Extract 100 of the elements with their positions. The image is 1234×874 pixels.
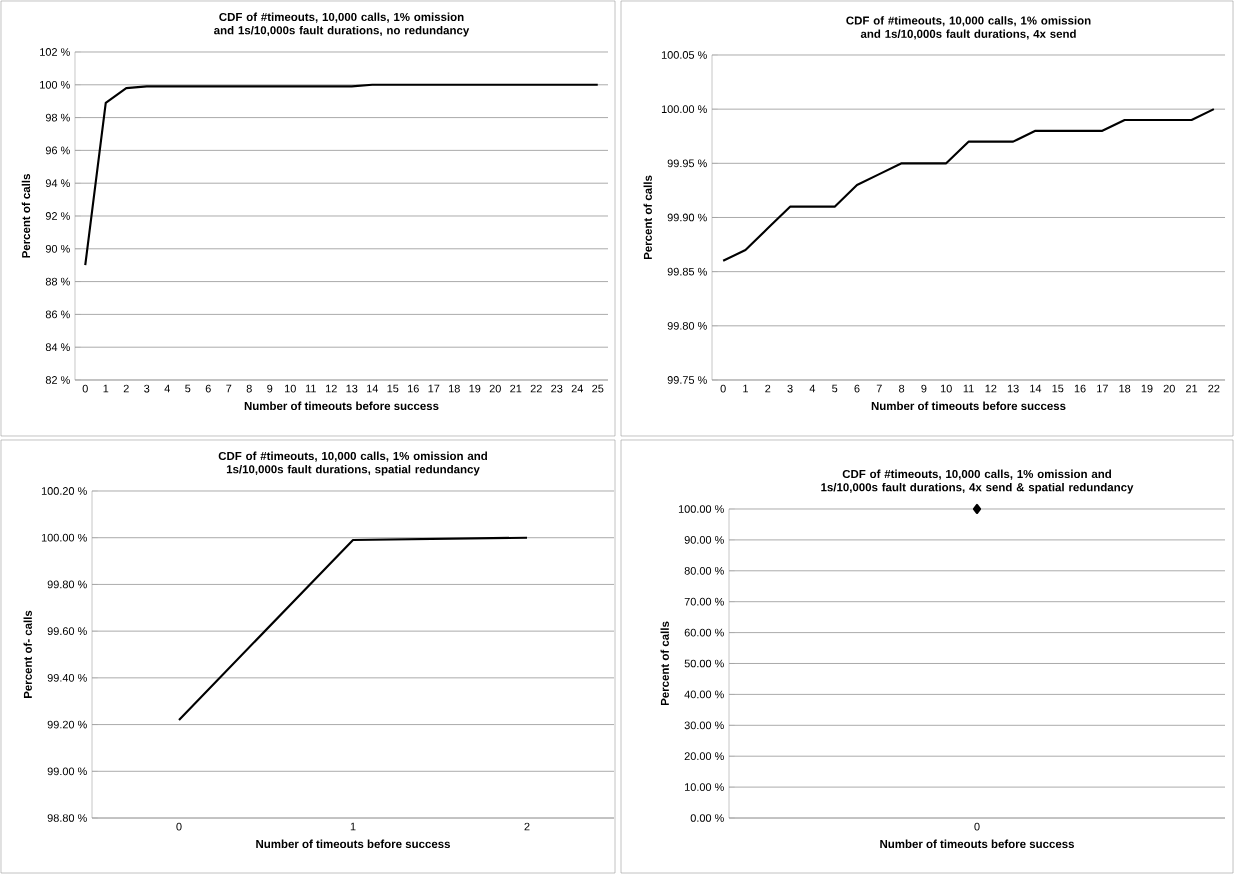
y-tick-label: 50.00 %	[684, 659, 724, 668]
x-tick-label: 22	[1208, 384, 1220, 393]
x-tick-label: 16	[408, 384, 419, 393]
x-axis-title: Number of timeouts before success	[256, 839, 450, 849]
x-tick-label: 10	[285, 384, 296, 393]
y-tick-label: 99.60 %	[47, 627, 87, 636]
x-tick-label: 2	[765, 384, 771, 393]
x-tick-label: 2	[123, 384, 129, 393]
x-tick-label: 6	[205, 384, 211, 393]
x-axis-title: Number of timeouts before success	[244, 401, 439, 411]
y-tick-label: 99.75 %	[667, 376, 707, 384]
y-tick-label: 10.00 %	[685, 783, 724, 791]
y-tick-label: 90 %	[45, 244, 70, 253]
y-tick-label: 99.85 %	[667, 267, 707, 276]
x-tick-label: 6	[854, 384, 860, 393]
x-tick-label: 19	[1141, 384, 1153, 393]
y-tick-label: 86 %	[45, 310, 70, 319]
x-tick-label: 2	[524, 822, 530, 831]
x-tick-label: 3	[787, 384, 793, 393]
x-tick-label: 22	[530, 384, 542, 393]
x-tick-label: 20	[1163, 384, 1175, 393]
x-tick-label: 8	[246, 384, 252, 393]
x-tick-label: 25	[592, 384, 604, 393]
x-tick-label: 0	[82, 384, 88, 393]
y-tick-label: 90.00 %	[684, 536, 724, 544]
x-tick-label: 10	[940, 384, 952, 393]
x-tick-label: 12	[985, 384, 997, 393]
y-tick-label: 99.00 %	[47, 767, 87, 776]
y-tick-label: 99.40 %	[47, 673, 87, 682]
y-tick-label: 99.80 %	[47, 580, 87, 589]
y-tick-label: 98.80 %	[47, 814, 87, 822]
x-tick-label: 8	[899, 384, 905, 393]
x-tick-label: 0	[720, 384, 726, 393]
chart-title: CDF of #timeouts, 10,000 calls, 1% omission and 1s/10,000s fault durations, 4x send & spatial redundancy	[821, 469, 1134, 494]
x-tick-label: 12	[326, 384, 337, 393]
x-tick-label: 1	[743, 384, 748, 393]
x-tick-label: 13	[1007, 384, 1019, 393]
x-tick-label: 23	[551, 384, 563, 393]
chart-title: CDF of #timeouts, 10,000 calls, 1% omission and 1s/10,000s fault durations, 4x send	[846, 16, 1091, 40]
y-tick-label: 100.00 %	[41, 533, 87, 542]
y-tick-label: 0.00 %	[690, 814, 724, 822]
x-tick-label: 16	[1074, 384, 1086, 393]
x-tick-label: 20	[489, 384, 501, 393]
x-tick-label: 14	[367, 384, 379, 393]
x-tick-label: 19	[469, 384, 481, 393]
y-tick-label: 99.80 %	[667, 321, 707, 330]
x-tick-label: 24	[571, 384, 584, 393]
y-tick-label: 100 %	[40, 80, 70, 89]
x-tick-label: 3	[144, 384, 150, 393]
y-tick-label: 40.00 %	[684, 690, 724, 699]
x-tick-label: 7	[226, 384, 232, 393]
x-axis-title: Number of timeouts before success	[871, 401, 1066, 411]
x-tick-label: 15	[1052, 384, 1064, 393]
x-tick-label: 0	[974, 822, 980, 831]
x-tick-label: 14	[1030, 384, 1042, 393]
y-tick-label: 102 %	[40, 48, 70, 56]
y-tick-label: 84 %	[45, 343, 70, 352]
y-tick-label: 20.00 %	[684, 752, 724, 761]
x-tick-label: 9	[921, 384, 927, 393]
x-tick-label: 1	[350, 822, 356, 831]
y-axis-title: Percent of calls	[21, 174, 31, 258]
y-tick-label: 98 %	[45, 113, 70, 122]
x-axis-title: Number of timeouts before success	[880, 839, 1075, 849]
x-tick-label: 17	[428, 384, 440, 393]
chart-title: CDF of #timeouts, 10,000 calls, 1% omission and 1s/10,000s fault durations, spatial redundancy	[218, 451, 488, 476]
x-tick-label: 5	[185, 384, 191, 393]
y-tick-label: 82 %	[45, 376, 70, 384]
chart-title: CDF of #timeouts, 10,000 calls, 1% omission and 1s/10,000s fault durations, no redundancy	[214, 12, 470, 37]
y-axis-title: Percent of- calls	[23, 610, 32, 699]
x-tick-label: 11	[305, 384, 316, 393]
y-axis-title: Percent of calls	[643, 175, 652, 260]
x-tick-label: 17	[1097, 384, 1108, 393]
y-tick-label: 100.05 %	[661, 51, 707, 59]
x-tick-label: 18	[449, 384, 460, 393]
y-tick-label: 100.00 %	[661, 105, 707, 114]
x-tick-label: 13	[346, 384, 358, 393]
y-tick-label: 80.00 %	[684, 566, 724, 575]
y-tick-label: 99.95 %	[667, 159, 707, 168]
y-tick-label: 100.20 %	[41, 487, 87, 495]
x-tick-label: 9	[267, 384, 273, 393]
y-tick-label: 88 %	[45, 277, 70, 286]
y-tick-label: 99.90 %	[667, 213, 707, 222]
y-tick-label: 99.20 %	[47, 720, 87, 729]
x-tick-label: 4	[164, 384, 170, 393]
x-tick-label: 15	[387, 384, 399, 393]
y-tick-label: 94 %	[45, 179, 70, 188]
y-tick-label: 96 %	[45, 146, 70, 155]
y-tick-label: 92 %	[45, 212, 70, 220]
x-tick-label: 11	[963, 384, 974, 393]
y-tick-label: 70.00 %	[684, 597, 724, 606]
x-tick-label: 18	[1119, 384, 1131, 393]
y-tick-label: 30.00 %	[684, 721, 724, 730]
y-tick-label: 60.00 %	[684, 628, 724, 637]
x-tick-label: 4	[809, 384, 816, 393]
y-tick-label: 100.00 %	[678, 505, 724, 513]
x-tick-label: 21	[510, 384, 522, 393]
x-tick-label: 0	[176, 822, 182, 831]
x-tick-label: 5	[832, 384, 838, 393]
x-tick-label: 1	[103, 384, 109, 393]
y-axis-title: Percent of calls	[660, 621, 669, 706]
